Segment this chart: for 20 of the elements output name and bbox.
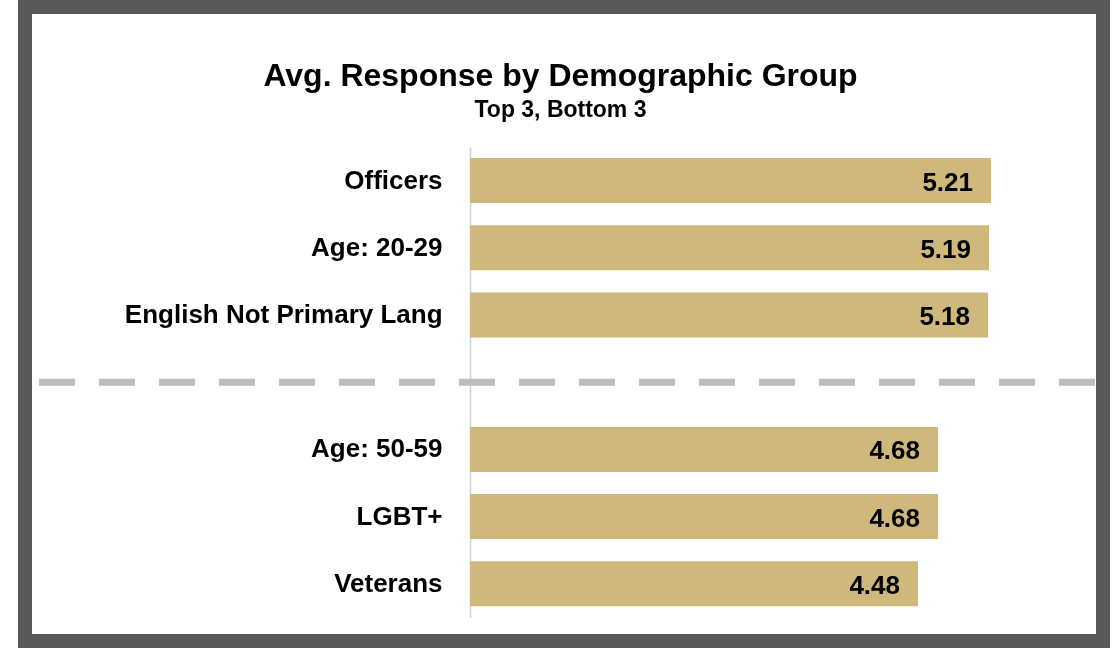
data-label: 5.21 xyxy=(922,166,973,197)
y-tick-label: Officers xyxy=(344,164,443,195)
y-tick-label: Veterans xyxy=(334,567,443,598)
data-label: 5.18 xyxy=(919,301,970,331)
data-label: 4.68 xyxy=(869,502,920,533)
bar xyxy=(470,426,938,472)
data-label: 5.19 xyxy=(920,233,971,264)
y-tick-label: Age: 20-29 xyxy=(311,231,443,262)
y-tick-label: English Not Primary Lang xyxy=(124,299,443,329)
data-label: 4.48 xyxy=(849,569,900,600)
bar xyxy=(470,494,938,540)
data-label: 4.68 xyxy=(869,435,920,466)
chart-title: Avg. Response by Demographic Group xyxy=(263,57,858,93)
bar xyxy=(470,561,918,607)
chart-subtitle: Top 3, Bottom 3 xyxy=(474,96,647,122)
bar xyxy=(470,292,988,338)
bar xyxy=(470,158,991,204)
y-tick-label: LGBT+ xyxy=(356,500,443,531)
bar xyxy=(470,225,989,271)
y-tick-label: Age: 50-59 xyxy=(311,433,443,464)
